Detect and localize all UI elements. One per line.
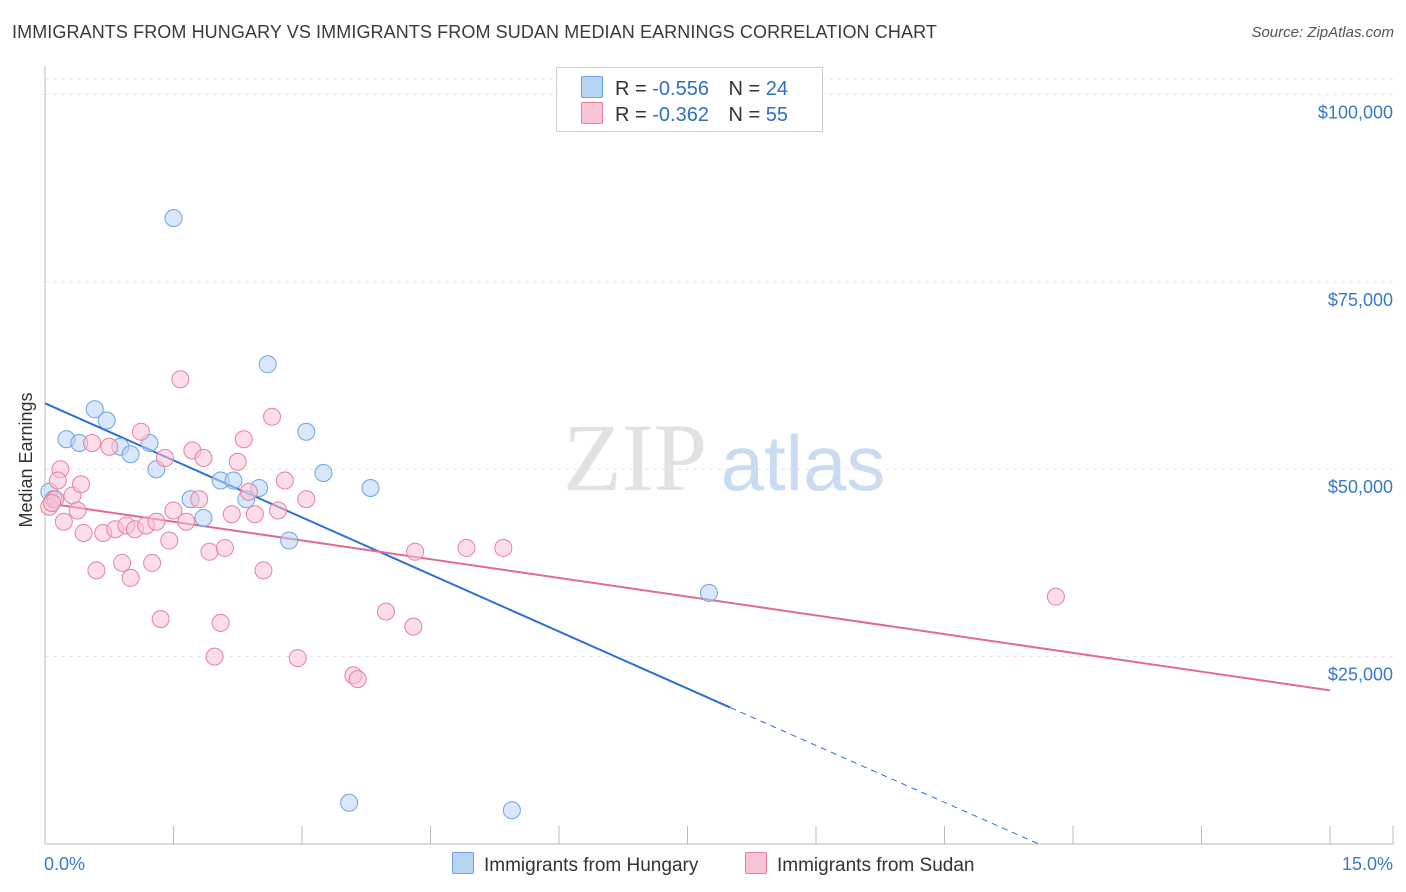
sudan-point <box>406 542 425 561</box>
hungary-point <box>340 793 359 812</box>
sudan-point <box>164 501 183 520</box>
sudan-point <box>151 610 170 629</box>
sudan-point <box>68 501 87 520</box>
sudan-point <box>494 538 513 557</box>
sudan-point <box>205 647 224 666</box>
axes: $25,000 $50,000 $75,000 $100,000 <box>44 66 1394 845</box>
hungary-point <box>164 209 183 228</box>
hungary-point <box>97 411 116 430</box>
sudan-point <box>275 471 294 490</box>
sudan-r-value: -0.362 <box>652 104 709 126</box>
hungary-r-value: -0.556 <box>652 78 709 100</box>
data-points <box>40 209 1065 820</box>
y-tick-label: $50,000 <box>1328 477 1393 497</box>
sudan-legend-label: Immigrants from Sudan <box>777 855 975 876</box>
sudan-point <box>297 490 316 509</box>
hungary-point <box>85 400 104 419</box>
sudan-point <box>48 471 67 490</box>
sudan-swatch <box>581 102 603 124</box>
sudan-point <box>215 538 234 557</box>
sudan-point <box>190 490 209 509</box>
sudan-point <box>254 561 273 580</box>
hungary-point <box>699 583 718 602</box>
n-label: N = <box>728 104 761 126</box>
x-tick-label-max: 15.0% <box>1342 854 1393 874</box>
sudan-point <box>71 475 90 494</box>
sudan-point <box>121 568 140 587</box>
hungary-swatch <box>581 76 603 98</box>
grid-lines <box>45 78 1393 658</box>
source-label: Source: ZipAtlas.com <box>1251 24 1394 41</box>
sudan-n-value: 55 <box>765 104 789 126</box>
y-tick-label: $100,000 <box>1318 102 1393 122</box>
sudan-point <box>42 493 61 512</box>
sudan-point <box>245 505 264 524</box>
sudan-point <box>131 422 150 441</box>
sudan-point <box>194 449 213 467</box>
sudan-point <box>155 449 174 467</box>
sudan-point <box>113 553 132 572</box>
hungary-point <box>258 355 277 374</box>
watermark-zip: ZIP <box>563 404 707 511</box>
y-axis-label: Median Earnings <box>16 392 36 527</box>
hungary-point <box>121 445 140 464</box>
x-tick-label-min: 0.0% <box>44 854 85 874</box>
sudan-point <box>87 561 106 580</box>
sudan-point <box>74 523 93 542</box>
chart-title: IMMIGRANTS FROM HUNGARY VS IMMIGRANTS FR… <box>12 22 937 42</box>
sudan-point <box>404 617 423 636</box>
hungary-point <box>280 531 299 550</box>
bottom-legend-sudan: Immigrants from Sudan <box>745 852 974 877</box>
sudan-legend-swatch <box>745 852 767 874</box>
hungary-n-value: 24 <box>765 78 789 100</box>
sudan-point <box>348 670 367 689</box>
sudan-point <box>143 553 162 572</box>
y-tick-label: $75,000 <box>1328 290 1393 310</box>
sudan-point <box>147 512 166 531</box>
hungary-point <box>297 422 316 441</box>
hungary-point <box>314 463 333 482</box>
sudan-point <box>54 512 73 531</box>
sudan-point <box>263 407 282 426</box>
sudan-point <box>228 452 247 471</box>
hungary-point <box>361 478 380 497</box>
hungary-point <box>224 471 243 490</box>
sudan-point <box>234 430 253 449</box>
r-label: R = <box>615 78 647 100</box>
sudan-point <box>1046 587 1065 606</box>
hungary-point <box>502 801 521 820</box>
hungary-trend-extension <box>730 707 1039 845</box>
sudan-point <box>200 542 219 561</box>
watermark-atlas: atlas <box>721 419 886 507</box>
sudan-point <box>100 437 119 456</box>
sudan-point <box>239 482 258 501</box>
sudan-point <box>83 434 102 453</box>
y-tick-label: $25,000 <box>1328 665 1393 685</box>
hungary-point <box>194 508 213 527</box>
watermark: ZIP atlas <box>563 404 885 511</box>
n-label: N = <box>728 78 761 100</box>
sudan-point <box>269 501 288 520</box>
sudan-point <box>376 602 395 621</box>
sudan-point <box>222 505 241 524</box>
hungary-legend-swatch <box>452 852 474 874</box>
sudan-point <box>160 531 179 550</box>
r-label: R = <box>615 104 647 126</box>
sudan-point <box>177 512 196 531</box>
hungary-legend-label: Immigrants from Hungary <box>484 855 699 876</box>
bottom-legend-hungary: Immigrants from Hungary <box>452 852 698 877</box>
sudan-point <box>211 613 230 632</box>
legend-row-sudan: R = -0.362 N = 55 <box>581 102 788 128</box>
sudan-point <box>288 649 307 668</box>
sudan-trend-line <box>44 501 1331 692</box>
sudan-point <box>457 538 476 557</box>
correlation-legend: R = -0.556 N = 24 R = -0.362 N = 55 <box>556 67 823 132</box>
legend-row-hungary: R = -0.556 N = 24 <box>581 76 788 102</box>
sudan-point <box>171 370 190 389</box>
